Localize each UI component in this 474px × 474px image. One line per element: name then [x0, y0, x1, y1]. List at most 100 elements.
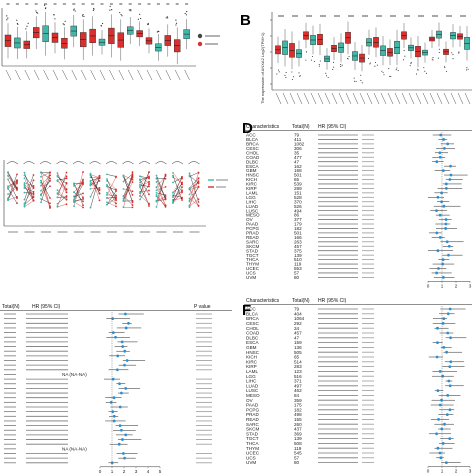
row-total: 539: [294, 182, 302, 187]
paired-point-normal: [89, 187, 92, 190]
paired-point-normal: [73, 195, 75, 198]
paired-point-normal: [7, 178, 9, 181]
x-tick-label: [296, 92, 303, 105]
paired-point-tumor: [164, 205, 167, 208]
x-tick-label: [275, 92, 282, 105]
paired-point-tumor: [164, 173, 167, 176]
row-total: 369: [294, 431, 302, 436]
hr-point: [124, 387, 128, 390]
row-total: 501: [294, 173, 302, 178]
paired-point-tumor: [148, 205, 150, 207]
paired-line: [156, 196, 166, 201]
row-label: PCPG: [246, 407, 259, 412]
panel-b-letter: B: [240, 12, 251, 29]
paired-point-tumor: [131, 171, 134, 174]
paired-point-normal: [122, 188, 125, 190]
hr-point: [441, 374, 445, 378]
row-label: LIHC: [246, 379, 257, 384]
x-tick-label: 3: [469, 283, 472, 288]
paired-point-normal: [23, 171, 26, 174]
row-total: 47: [294, 335, 300, 340]
paired-line: [90, 177, 100, 179]
outlier-point: [311, 59, 313, 61]
paired-point-tumor: [32, 187, 35, 190]
significance-bracket: [188, 161, 200, 165]
paired-point-normal: [188, 172, 191, 175]
outlier-point: [438, 48, 440, 50]
paired-point-normal: [56, 172, 59, 174]
row-label: ACC: [246, 133, 256, 138]
row-label: KICH: [246, 355, 257, 360]
row-total: 457: [294, 331, 302, 336]
paired-point-tumor: [115, 199, 117, 202]
row-label: COAD: [246, 155, 260, 160]
hr-point: [444, 182, 448, 186]
paired-point-normal: [188, 205, 191, 208]
paired-point-tumor: [98, 192, 101, 195]
paired-line: [40, 175, 51, 203]
outlier-point: [298, 72, 300, 74]
hr-point: [448, 437, 452, 440]
paired-line: [123, 176, 133, 202]
outlier-point: [466, 69, 468, 71]
row-label: KIRC: [246, 182, 258, 187]
paired-point-tumor: [164, 175, 167, 178]
hr-point: [436, 249, 440, 253]
paired-line: [172, 176, 183, 183]
row-total: 155: [294, 417, 302, 422]
row-label: KICH: [246, 177, 257, 182]
hr-point: [118, 382, 121, 386]
row-label: OV: [246, 398, 254, 403]
x-tick-label: [90, 69, 96, 81]
paired-line: [106, 192, 117, 200]
paired-line: [189, 172, 199, 177]
paired-point-tumor: [32, 193, 35, 196]
x-tick-label: 0: [427, 283, 430, 288]
paired-line: [24, 200, 34, 207]
paired-line: [106, 202, 117, 207]
paired-line: [156, 199, 166, 202]
row-total: 528: [294, 195, 302, 200]
paired-line: [57, 178, 67, 181]
outlier-point: [45, 7, 47, 9]
paired-point-normal: [7, 197, 9, 199]
paired-point-normal: [56, 192, 59, 194]
row-total: 182: [294, 226, 302, 231]
hr-point: [439, 133, 443, 137]
outlier-point: [62, 23, 64, 25]
paired-point-normal: [40, 171, 42, 174]
x-tick-label: [165, 69, 172, 81]
paired-point-normal: [73, 185, 75, 187]
row-total: 84: [294, 393, 300, 398]
panel-f-letter: F: [242, 302, 252, 319]
row-label: KIRP: [246, 364, 257, 369]
row-total: 79: [294, 307, 300, 312]
outlier-point: [396, 67, 398, 69]
x-tick-label: [394, 92, 401, 105]
paired-point-normal: [56, 179, 59, 182]
paired-point-tumor: [65, 195, 68, 197]
paired-line: [189, 182, 199, 190]
hr-point: [442, 317, 446, 320]
paired-line: [57, 195, 67, 204]
row-label: PCPG: [246, 226, 259, 231]
hr-point: [437, 267, 440, 270]
hr-point: [111, 377, 115, 381]
row-label: LGG: [246, 374, 256, 379]
hr-point: [122, 452, 125, 455]
paired-point-tumor: [131, 200, 134, 203]
paired-point-normal: [56, 174, 59, 177]
x-tick-label: 2: [123, 469, 126, 474]
significance-bracket: [89, 161, 101, 165]
outlier-point: [340, 65, 342, 68]
paired-point-tumor: [197, 180, 200, 183]
hr-point: [124, 326, 128, 330]
outlier-point: [186, 11, 188, 13]
paired-point-tumor: [131, 176, 134, 179]
x-tick-label: [303, 92, 310, 105]
hr-point: [446, 394, 450, 397]
x-tick-label: [401, 92, 408, 105]
panel-a-boxplot: [0, 0, 232, 100]
paired-line: [156, 175, 166, 199]
row-total: 151: [294, 190, 302, 195]
